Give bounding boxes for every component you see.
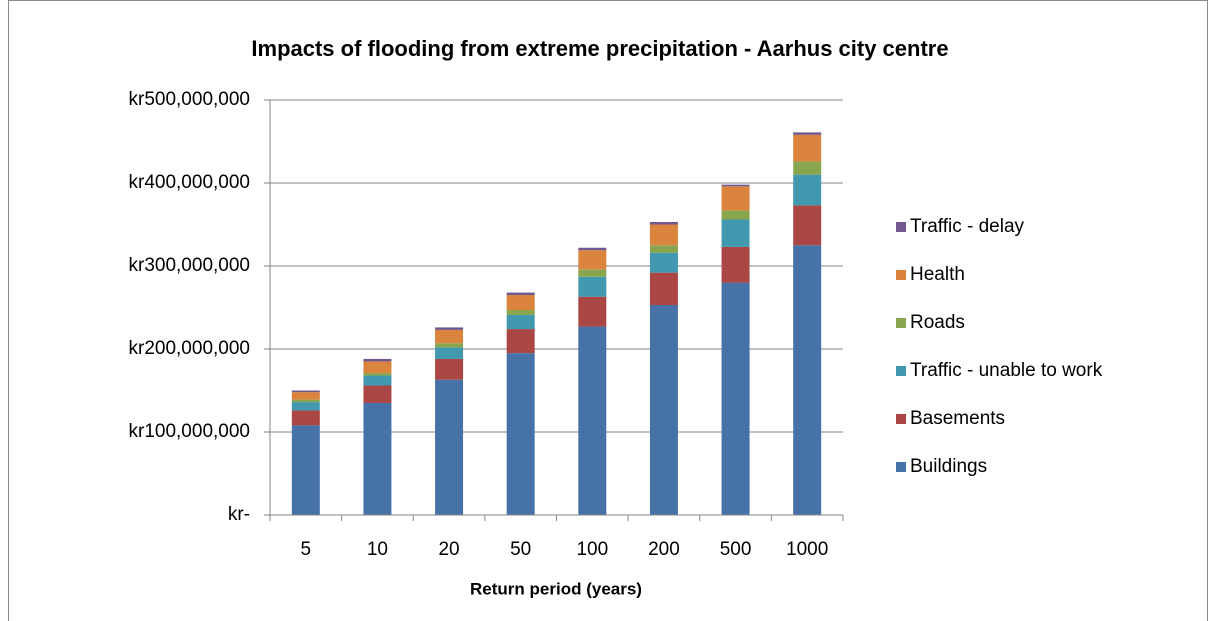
- bar-segment: [793, 132, 822, 135]
- y-tick-label: kr500,000,000: [129, 89, 251, 110]
- bar-segment: [435, 347, 464, 359]
- bar-segment: [649, 245, 678, 253]
- bar-segment: [435, 343, 464, 348]
- x-tick-label: 100: [576, 539, 608, 560]
- x-tick-label: 50: [510, 539, 531, 560]
- bar-segment: [291, 402, 320, 411]
- bar-segment: [291, 399, 320, 403]
- bar-segment: [291, 425, 320, 515]
- y-tick-label: kr300,000,000: [129, 255, 251, 276]
- bar-segment: [506, 353, 535, 515]
- bar-segment: [578, 296, 607, 327]
- bar-segment: [363, 375, 392, 386]
- bar-segment: [506, 295, 535, 310]
- y-tick-label: kr-: [228, 504, 250, 525]
- bar-segment: [793, 134, 822, 162]
- bar-segment: [793, 174, 822, 206]
- chart-title: Impacts of flooding from extreme precipi…: [251, 36, 948, 61]
- legend-label: Roads: [910, 312, 965, 333]
- bar-segment: [506, 329, 535, 354]
- chart-border: [8, 0, 1208, 621]
- bar-segment: [793, 205, 822, 246]
- legend-swatch: [896, 462, 906, 472]
- bar-segment: [649, 222, 678, 225]
- bar-segment: [721, 282, 750, 515]
- bar-segment: [291, 410, 320, 426]
- y-tick-label: kr200,000,000: [129, 338, 251, 359]
- bar-segment: [435, 358, 464, 380]
- bar-segment: [578, 276, 607, 297]
- x-tick-label: 20: [438, 539, 459, 560]
- x-tick-label: 5: [301, 539, 312, 560]
- bar-segment: [291, 390, 320, 393]
- bar-segment: [363, 373, 392, 376]
- x-axis-title: Return period (years): [470, 579, 642, 598]
- bar-segment: [578, 250, 607, 270]
- bar-segment: [506, 314, 535, 330]
- legend-swatch: [896, 222, 906, 232]
- bar-segment: [793, 245, 822, 515]
- bar-segment: [363, 358, 392, 362]
- bar-segment: [649, 252, 678, 273]
- legend-label: Basements: [910, 408, 1005, 429]
- bar-segment: [291, 392, 320, 400]
- bar-segment: [793, 161, 822, 175]
- bar-segment: [506, 309, 535, 315]
- bar-segment: [363, 402, 392, 515]
- bar-segment: [721, 184, 750, 187]
- bar-segment: [649, 305, 678, 515]
- bar-segment: [363, 385, 392, 403]
- legend-label: Traffic - unable to work: [910, 360, 1103, 381]
- legend-label: Traffic - delay: [910, 216, 1025, 237]
- x-tick-label: 10: [367, 539, 388, 560]
- bar-segment: [649, 224, 678, 246]
- bar-segment: [363, 361, 392, 374]
- bar-segment: [435, 327, 464, 330]
- bar-segment: [435, 329, 464, 344]
- x-tick-label: 200: [648, 539, 680, 560]
- legend-swatch: [896, 270, 906, 280]
- bar-segment: [721, 246, 750, 283]
- bar-segment: [721, 219, 750, 247]
- legend-swatch: [896, 366, 906, 376]
- bar-segment: [578, 269, 607, 277]
- x-tick-label: 500: [720, 539, 752, 560]
- y-tick-label: kr400,000,000: [129, 172, 251, 193]
- bar-segment: [721, 210, 750, 220]
- bar-segment: [649, 272, 678, 306]
- x-tick-label: 1000: [786, 539, 828, 560]
- bar-segment: [435, 379, 464, 515]
- legend-swatch: [896, 414, 906, 424]
- bar-segment: [506, 292, 535, 296]
- legend-label: Buildings: [910, 456, 987, 477]
- bar-segment: [578, 326, 607, 515]
- bar-segment: [578, 247, 607, 251]
- legend-swatch: [896, 318, 906, 328]
- bar-segment: [721, 186, 750, 211]
- y-tick-label: kr100,000,000: [129, 421, 251, 442]
- legend-label: Health: [910, 264, 965, 285]
